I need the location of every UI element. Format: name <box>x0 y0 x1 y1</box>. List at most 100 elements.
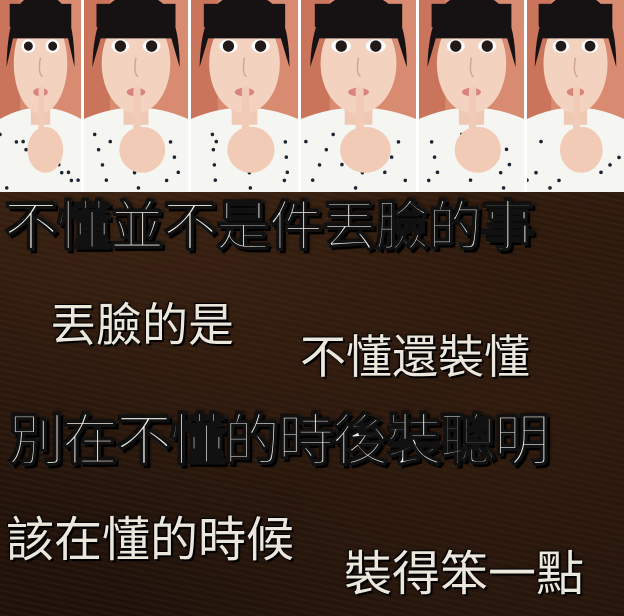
bangs <box>96 3 176 27</box>
shirt-dot <box>504 147 509 152</box>
nose <box>134 57 139 78</box>
shirt-dot <box>108 139 112 144</box>
caption-line-2-right: 不懂還裝懂 <box>300 330 530 384</box>
bangs <box>203 3 286 27</box>
shirt-dot <box>284 155 289 159</box>
caption-line-4-left: 該在懂的時候 <box>6 512 295 568</box>
nose <box>573 57 579 78</box>
photo-frame <box>0 0 84 192</box>
shirt-dot <box>168 140 173 144</box>
nose <box>469 57 474 78</box>
portrait-illustration <box>419 0 524 192</box>
hand <box>340 126 391 173</box>
shirt-dot <box>248 186 253 190</box>
raised-finger <box>573 86 580 144</box>
photo-strip <box>0 0 624 192</box>
caption-line-3: 別在不懂的時後裝聰明 <box>7 409 551 474</box>
hand <box>559 126 603 173</box>
bangs <box>538 3 613 27</box>
shirt-dot <box>389 155 394 159</box>
shirt-dot <box>527 178 529 182</box>
shirt-dot <box>403 178 408 183</box>
caption-line-1: 不懂並不是件丟臉的事 <box>3 195 536 258</box>
shirt-dot <box>426 178 431 183</box>
photo-frame <box>527 0 624 192</box>
shirt-dot <box>599 170 603 175</box>
shirt-dot <box>501 186 506 190</box>
shirt-dot <box>136 186 141 190</box>
shirt-dot <box>283 140 288 144</box>
shirt-dot <box>340 162 344 167</box>
shirt-dot <box>548 186 552 190</box>
shirt-dot <box>534 170 538 175</box>
caption-line-4-right: 裝得笨一點 <box>344 546 585 602</box>
hand <box>454 126 501 173</box>
shirt-dot <box>69 178 74 183</box>
shirt-dot <box>164 178 169 183</box>
shirt-dot <box>211 147 216 152</box>
eye-pupil <box>146 40 158 52</box>
shirt-dot <box>210 132 215 137</box>
shirt-dot <box>285 170 290 175</box>
shirt-dot <box>214 139 219 144</box>
shirt-dot <box>172 155 177 159</box>
shirt-dot <box>468 178 473 182</box>
shirt-dot <box>0 132 2 137</box>
bangs <box>431 3 512 27</box>
shirt-dot <box>429 140 434 144</box>
nose <box>38 57 43 78</box>
eye-pupil <box>584 40 596 52</box>
bangs <box>314 3 403 27</box>
eye-pupil <box>222 40 235 52</box>
eye-pupil <box>254 40 267 52</box>
shirt-dot <box>304 139 308 144</box>
shirt-dot <box>507 162 512 167</box>
hand <box>119 126 166 173</box>
shirt-dot <box>310 178 315 182</box>
shirt-dot <box>100 163 105 167</box>
photo-frame <box>419 0 527 192</box>
raised-finger <box>468 86 477 144</box>
shirt-dot <box>608 163 612 167</box>
shirt-dot <box>104 178 109 182</box>
shirt-dot <box>282 178 287 183</box>
eye-pupil <box>450 40 462 52</box>
shirt-dot <box>66 170 71 175</box>
shirt-dot <box>432 155 437 159</box>
shirt-dot <box>176 170 181 175</box>
shirt-dot <box>14 140 19 144</box>
portrait-illustration <box>191 0 298 192</box>
shirt-dot <box>396 140 401 144</box>
eye-pupil <box>555 40 567 52</box>
shirt-dot <box>539 139 543 144</box>
shirt-dot <box>324 147 329 152</box>
eye-pupil <box>481 40 493 52</box>
portrait-illustration <box>527 0 624 192</box>
eye-pupil <box>48 41 58 51</box>
eye-pupil <box>23 41 33 51</box>
shirt-dot <box>5 186 9 190</box>
portrait-illustration <box>84 0 188 192</box>
shirt-dot <box>353 186 358 190</box>
shirt-dot <box>498 170 503 175</box>
shirt-dot <box>96 147 101 152</box>
bangs <box>9 3 72 27</box>
caption-line-2-left: 丟臉的是 <box>50 298 234 352</box>
shirt-dot <box>331 132 335 137</box>
eye-pupil <box>114 40 126 52</box>
shirt-dot <box>24 147 28 152</box>
shirt-dot <box>383 170 387 175</box>
photo-frame <box>84 0 191 192</box>
shirt-dot <box>435 170 440 175</box>
raised-finger <box>133 86 141 144</box>
shirt-dot <box>557 178 561 183</box>
hand <box>227 126 275 173</box>
portrait-illustration <box>0 0 81 192</box>
eye-pupil <box>335 40 347 52</box>
raised-finger <box>355 86 364 144</box>
shirt-dot <box>59 170 64 175</box>
shirt-dot <box>21 139 25 144</box>
portrait-illustration <box>301 0 416 192</box>
nose <box>242 57 247 78</box>
